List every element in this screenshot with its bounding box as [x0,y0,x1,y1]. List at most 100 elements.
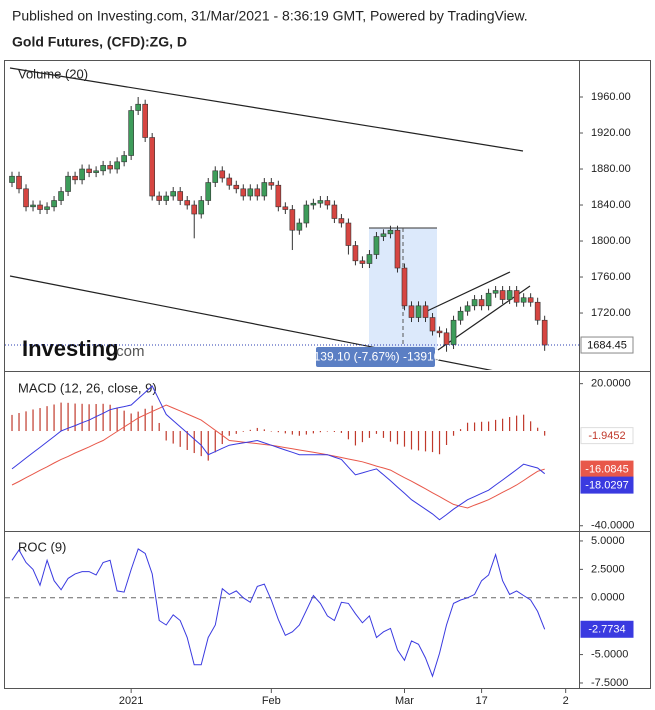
histogram-bar [396,431,399,445]
candle-body [198,200,205,215]
y-tick-label: 1920.00 [591,127,631,139]
x-tick-label: 2 [563,695,569,707]
candle-body [240,188,247,197]
histogram-bar [347,431,350,440]
candle-body [30,204,36,208]
candle-body [436,330,443,334]
histogram-bar [235,431,237,434]
candle-body [79,168,85,181]
candle-body [58,191,64,201]
histogram-bar [11,414,13,432]
candle-body [170,191,177,197]
histogram-bar [333,431,336,432]
candle-body [37,204,43,210]
candle-body [65,175,71,192]
histogram-bar [200,431,202,457]
candle-body [373,236,380,255]
candle-body [212,170,219,183]
histogram-bar [544,431,546,436]
y-tick-label: 0.0000 [591,592,625,604]
candle-body [352,245,359,262]
candle-body [541,319,548,346]
histogram-bar [361,431,364,443]
histogram-bar [431,431,434,453]
value-tag [580,620,634,638]
histogram-bar [375,431,378,434]
histogram-bar [88,404,90,432]
candle-body [527,297,534,303]
value-tag [580,336,634,354]
histogram-bar [509,417,511,432]
histogram-bar [116,407,118,432]
histogram-bar [228,431,230,436]
histogram-bar [298,431,300,436]
candle-body [86,168,92,173]
histogram-bar [452,431,455,436]
histogram-bar [39,408,41,432]
candle-body [415,305,422,318]
histogram-bar [256,427,258,432]
candle-body [485,292,492,307]
candle-body [156,195,162,201]
panel-title: MACD (12, 26, close, 9) [18,380,157,395]
candle-body [331,204,338,219]
candle-body [464,305,471,312]
candle-body [51,200,57,208]
candle-body [401,267,408,307]
value-tag [580,476,634,494]
panel-title: Volume (20) [18,66,88,81]
trend-line [9,67,524,152]
histogram-bar [340,431,343,433]
candle-body [44,206,50,210]
histogram-bar [403,431,406,447]
y-tick-label: -7.5000 [591,677,628,689]
histogram-bar [516,415,518,432]
value-tag-label: -18.0297 [585,480,628,492]
series-line [11,385,546,521]
histogram-bar [186,431,188,450]
histogram-bar [221,431,223,445]
histogram-bar [172,431,174,444]
candle-body [275,184,282,208]
candle-body [9,175,15,183]
candle-body [191,204,198,215]
candle-body [317,200,324,204]
histogram-bar [179,431,181,447]
candle-body [282,206,289,210]
y-tick-label: 1800.00 [591,235,631,247]
histogram-bar [25,411,27,432]
histogram-bar [424,431,427,452]
candle-body [520,297,527,303]
candle-body [121,155,127,163]
candle-body [177,191,184,201]
histogram-bar [207,431,209,461]
instrument-title: Gold Futures, (CFD):ZG, D [12,34,187,50]
y-tick-label: 1960.00 [591,91,631,103]
histogram-bar [445,431,448,445]
candle-body [513,290,520,303]
histogram-bar [494,419,497,432]
candle-body [219,170,226,179]
candle-body [443,332,450,345]
y-tick-label: 1760.00 [591,271,631,283]
histogram-bar [291,431,293,435]
published-note: Published on Investing.com, 31/Mar/2021 … [12,8,528,24]
histogram-bar [523,414,525,432]
candle-body [72,175,78,181]
panel-title: ROC (9) [18,539,66,554]
x-tick-label: Feb [262,695,281,707]
histogram-bar [438,431,441,455]
histogram-bar [277,431,279,433]
histogram-bar [67,402,69,432]
histogram-bar [151,405,153,432]
candle-body [387,229,394,235]
candle-body [142,103,148,138]
histogram-bar [158,422,160,432]
y-tick-label: 5.0000 [591,535,625,547]
histogram-bar [537,427,539,432]
x-tick-label: 17 [475,695,487,707]
y-tick-label: -40.0000 [591,520,634,532]
candle-body [492,290,499,294]
candle-body [23,188,29,208]
